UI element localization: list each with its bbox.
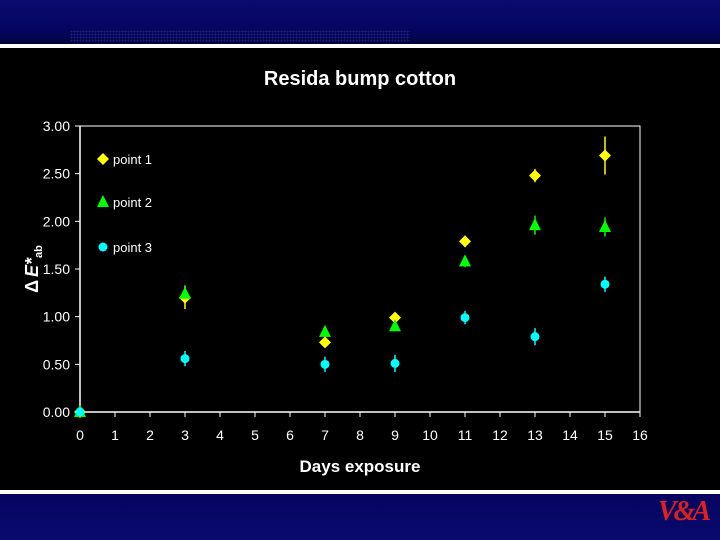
y-tick-label: 1.00 xyxy=(43,309,70,325)
x-tick-label: 11 xyxy=(458,427,473,443)
data-point xyxy=(389,319,401,332)
chart-title: Resida bump cotton xyxy=(264,68,456,90)
y-tick-label: 0.50 xyxy=(43,356,70,372)
x-tick-label: 14 xyxy=(562,427,578,443)
data-point xyxy=(390,358,400,368)
y-axis-label: Δ E*ab xyxy=(22,245,45,293)
data-point xyxy=(320,359,330,369)
x-tick-label: 15 xyxy=(597,427,613,443)
legend-label: point 3 xyxy=(113,240,152,255)
banner-texture xyxy=(70,30,410,42)
data-point xyxy=(599,149,611,162)
legend-marker xyxy=(98,242,108,252)
x-axis-label: Days exposure xyxy=(300,457,421,476)
x-tick-label: 12 xyxy=(492,427,508,443)
y-tick-label: 2.50 xyxy=(43,166,70,182)
legend-marker xyxy=(97,153,109,165)
x-tick-label: 9 xyxy=(391,427,399,443)
x-tick-label: 8 xyxy=(356,427,364,443)
x-tick-label: 4 xyxy=(216,427,224,443)
x-tick-label: 6 xyxy=(286,427,294,443)
data-point xyxy=(459,235,471,248)
legend-label: point 1 xyxy=(113,152,152,167)
data-point xyxy=(319,336,331,349)
x-tick-label: 5 xyxy=(251,427,259,443)
x-tick-label: 16 xyxy=(632,427,648,443)
x-tick-label: 3 xyxy=(181,427,189,443)
y-tick-label: 2.00 xyxy=(43,213,70,229)
data-point xyxy=(529,169,541,182)
data-point xyxy=(319,324,331,337)
y-axis-label-delta: Δ xyxy=(22,280,42,293)
top-banner xyxy=(0,0,720,44)
scatter-chart: Resida bump cotton 0.00 0.50 1.00 1.50 2.00 2… xyxy=(22,68,648,476)
data-point xyxy=(460,313,470,323)
x-tick-label: 10 xyxy=(422,427,438,443)
data-point xyxy=(459,254,471,267)
data-point xyxy=(600,279,610,289)
data-point xyxy=(75,407,85,417)
y-axis-label-sub: ab xyxy=(33,245,45,258)
y-axis-label-main: E* xyxy=(22,257,42,277)
bottom-banner xyxy=(0,494,720,540)
data-point xyxy=(389,311,401,324)
y-tick-label: 3.00 xyxy=(43,118,70,134)
plot-area: 0.000.501.001.502.002.503.000 1 2 3 4 5 6 7 8 9 10… xyxy=(43,118,648,443)
x-tick-label: 7 xyxy=(321,427,329,443)
legend-marker xyxy=(97,195,109,207)
data-point xyxy=(179,286,191,299)
bottom-divider xyxy=(0,490,720,494)
plot-frame xyxy=(79,125,641,413)
va-logo: V&A xyxy=(657,496,711,527)
data-point xyxy=(180,354,190,364)
x-tick-label: 1 xyxy=(111,427,119,443)
data-point xyxy=(599,220,611,233)
data-point xyxy=(530,332,540,342)
data-point xyxy=(529,218,541,231)
y-tick-label: 0.00 xyxy=(43,404,70,420)
x-tick-label: 2 xyxy=(146,427,154,443)
legend-label: point 2 xyxy=(113,195,152,210)
x-tick-label: 0 xyxy=(76,427,84,443)
top-divider xyxy=(0,44,720,48)
y-tick-label: 1.50 xyxy=(43,261,70,277)
x-tick-label: 13 xyxy=(527,427,543,443)
